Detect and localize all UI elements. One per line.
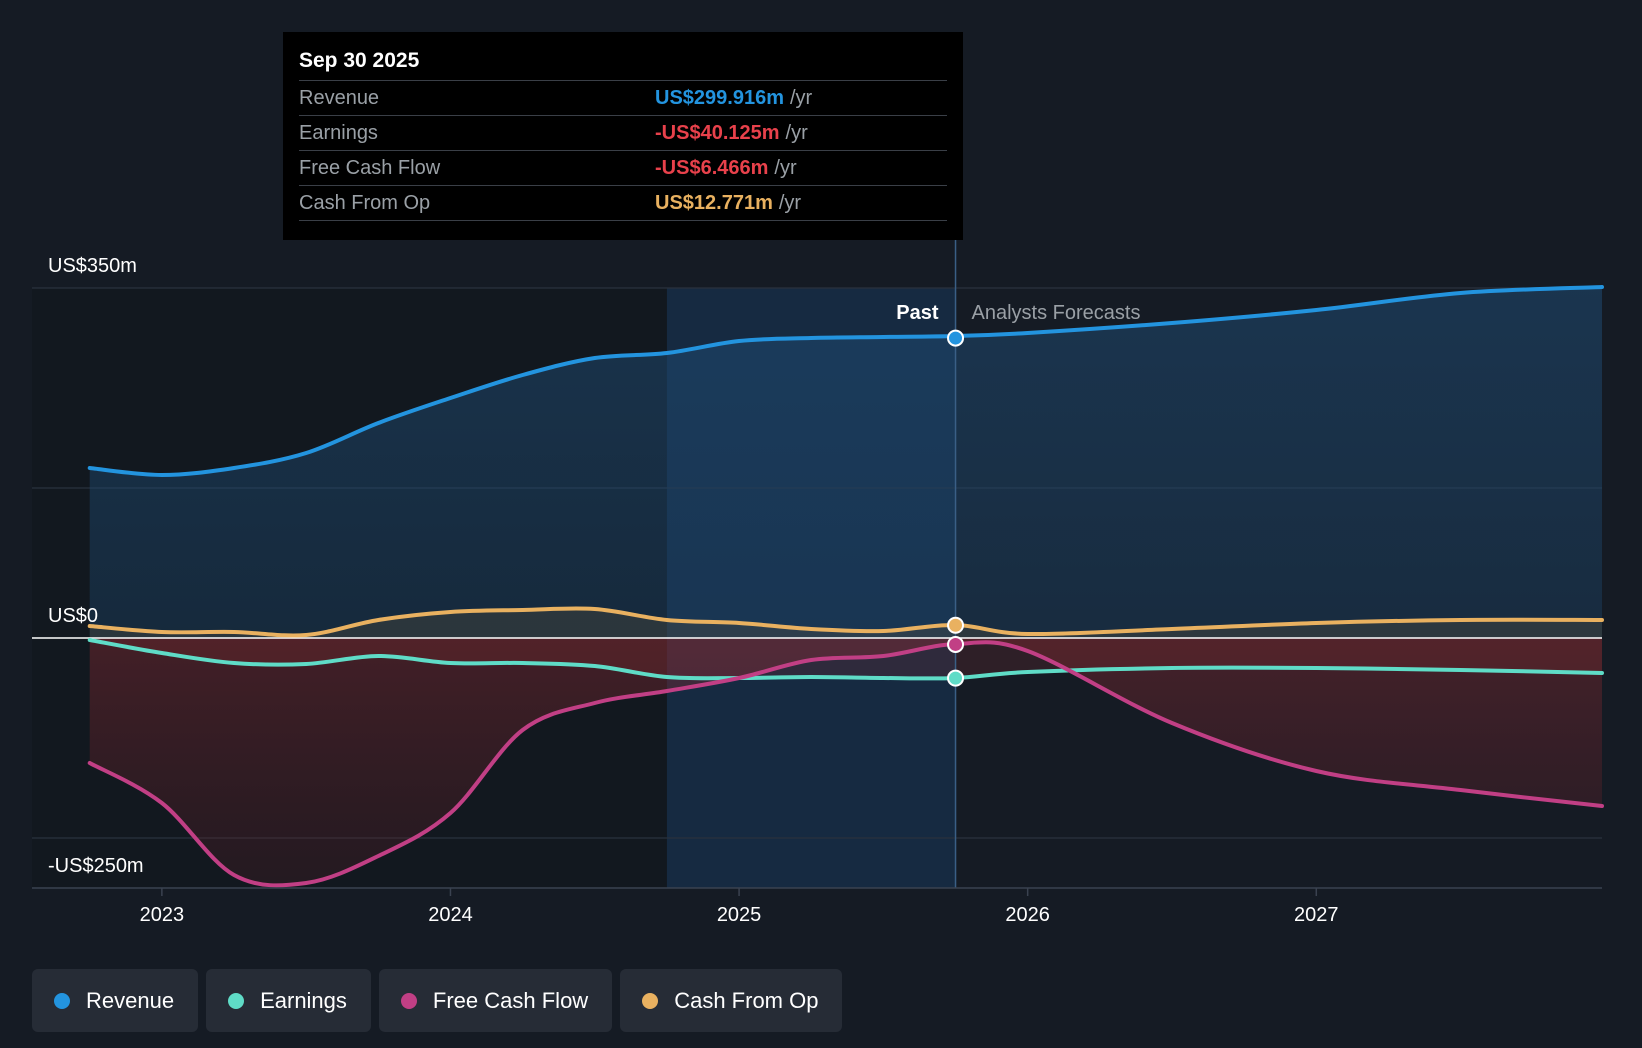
y-label-bottom: -US$250m	[48, 855, 144, 877]
tooltip-value: US$299.916m/yr	[655, 87, 813, 109]
x-tick-label: 2023	[140, 904, 185, 926]
cash-from-op-area	[89, 608, 1603, 638]
cash-from-op-dot-icon	[642, 992, 659, 1009]
free-cash-flow-dot-icon	[400, 992, 417, 1009]
legend-item-revenue[interactable]: Revenue	[32, 969, 199, 1032]
tooltip-value: -US$40.125m/yr	[655, 122, 808, 144]
series-markers	[947, 329, 965, 687]
tooltip-row-free-cash-flow: Free Cash Flow -US$6.466m/yr	[299, 150, 947, 185]
cash-from-op-marker[interactable]	[947, 616, 965, 634]
legend: Revenue Earnings Free Cash Flow Cash Fro…	[32, 969, 843, 1032]
free-cash-flow-area	[89, 638, 1603, 886]
revenue-dot-icon	[54, 992, 70, 1009]
revenue-line	[87, 285, 1604, 478]
legend-label: Revenue	[86, 987, 175, 1013]
tooltip-label: Cash From Op	[299, 192, 431, 214]
y-label-top: US$350m	[48, 255, 137, 277]
x-tick-label: 2026	[1005, 904, 1050, 926]
tooltip-row-cash-from-op: Cash From Op US$12.771m/yr	[299, 185, 947, 221]
tooltip-row-earnings: Earnings -US$40.125m/yr	[299, 115, 947, 150]
revenue-marker[interactable]	[947, 329, 965, 347]
legend-label: Cash From Op	[674, 987, 819, 1013]
x-tick-label: 2027	[1294, 904, 1339, 926]
tooltip-date: Sep 30 2025	[299, 49, 420, 72]
tooltip-row-revenue: Revenue US$299.916m/yr	[299, 80, 947, 115]
revenue-area	[89, 287, 1603, 638]
legend-item-earnings[interactable]: Earnings	[206, 969, 371, 1032]
legend-item-cash-from-op[interactable]: Cash From Op	[620, 969, 843, 1032]
past-label: Past	[896, 302, 939, 324]
earnings-marker[interactable]	[947, 669, 965, 687]
x-tick-label: 2025	[717, 904, 762, 926]
tooltip: Sep 30 2025 Revenue US$299.916m/yr Earni…	[283, 32, 963, 240]
tooltip-label: Earnings	[299, 122, 378, 144]
forecast-label: Analysts Forecasts	[972, 302, 1141, 324]
legend-label: Free Cash Flow	[432, 987, 589, 1013]
tooltip-value: US$12.771m/yr	[655, 192, 802, 214]
y-label-zero: US$0	[48, 605, 98, 627]
x-axis-ticks: 2023 2024 2025 2026 2027	[140, 888, 1339, 926]
tooltip-label: Revenue	[299, 87, 380, 109]
tooltip-value: -US$6.466m/yr	[655, 157, 797, 179]
free-cash-flow-marker[interactable]	[947, 635, 965, 653]
legend-item-free-cash-flow[interactable]: Free Cash Flow	[378, 969, 613, 1032]
cash-from-op-line	[87, 606, 1604, 638]
earnings-dot-icon	[228, 992, 245, 1009]
free-cash-flow-line	[87, 640, 1604, 888]
x-tick-label: 2024	[428, 904, 473, 926]
tooltip-label: Free Cash Flow	[299, 157, 441, 179]
legend-label: Earnings	[260, 987, 347, 1013]
series-lines	[87, 285, 1604, 888]
